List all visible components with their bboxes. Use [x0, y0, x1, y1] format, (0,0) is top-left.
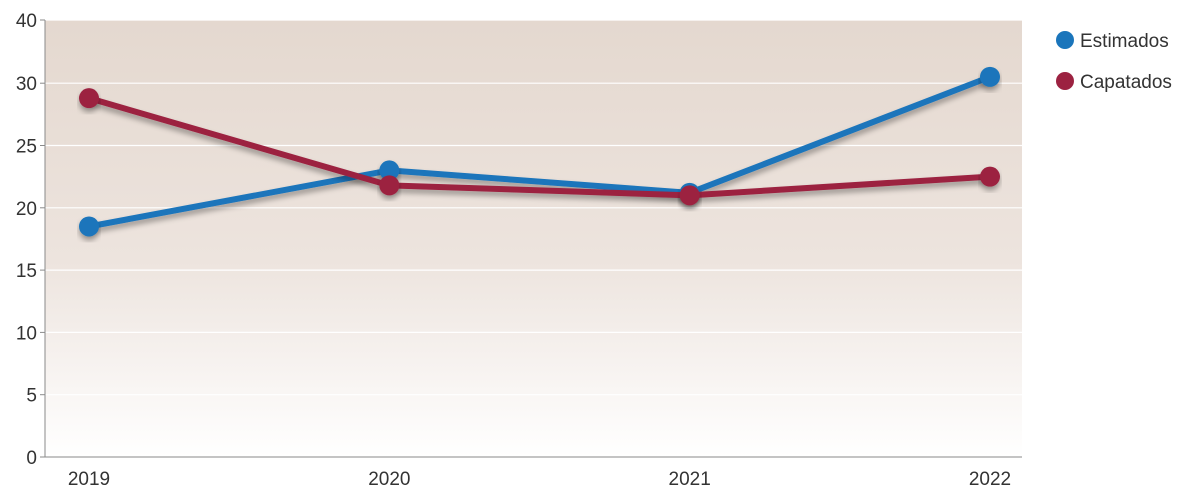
legend-marker [1056, 31, 1074, 49]
x-tick-label: 2019 [68, 469, 110, 487]
series-capatados [79, 88, 1000, 206]
data-point [679, 185, 700, 206]
y-tick-label: 0 [26, 448, 37, 469]
x-tick-label: 2022 [969, 469, 1011, 487]
y-tick-label: 20 [16, 199, 37, 220]
x-tick-label: 2020 [368, 469, 410, 487]
data-point [379, 175, 400, 196]
grid-lines [45, 19, 1022, 396]
legend-marker [1056, 72, 1074, 90]
legend-label: Estimados [1080, 31, 1169, 52]
data-point [980, 166, 1000, 187]
series-group [79, 66, 1000, 237]
y-tick-label: 30 [16, 74, 37, 95]
y-tick-label: 15 [16, 261, 37, 282]
data-point [79, 88, 99, 109]
y-tick-label: 5 [26, 386, 37, 407]
legend: Estimados Capatados [1056, 31, 1172, 93]
x-tick-label: 2021 [669, 469, 711, 487]
y-tick-label: 10 [16, 323, 37, 344]
y-tick-label: 40 [16, 11, 37, 32]
series-line [86, 95, 993, 199]
y-tick-label: 25 [16, 137, 37, 158]
legend-label: Capatados [1080, 72, 1172, 93]
data-point [79, 216, 99, 237]
data-point [379, 160, 400, 181]
plot-area [45, 20, 1022, 457]
axes: 0 5 10 15 20 25 30 40 2019 2020 2021 2022 [16, 11, 1022, 490]
series-line [86, 73, 993, 230]
data-point [980, 66, 1000, 87]
